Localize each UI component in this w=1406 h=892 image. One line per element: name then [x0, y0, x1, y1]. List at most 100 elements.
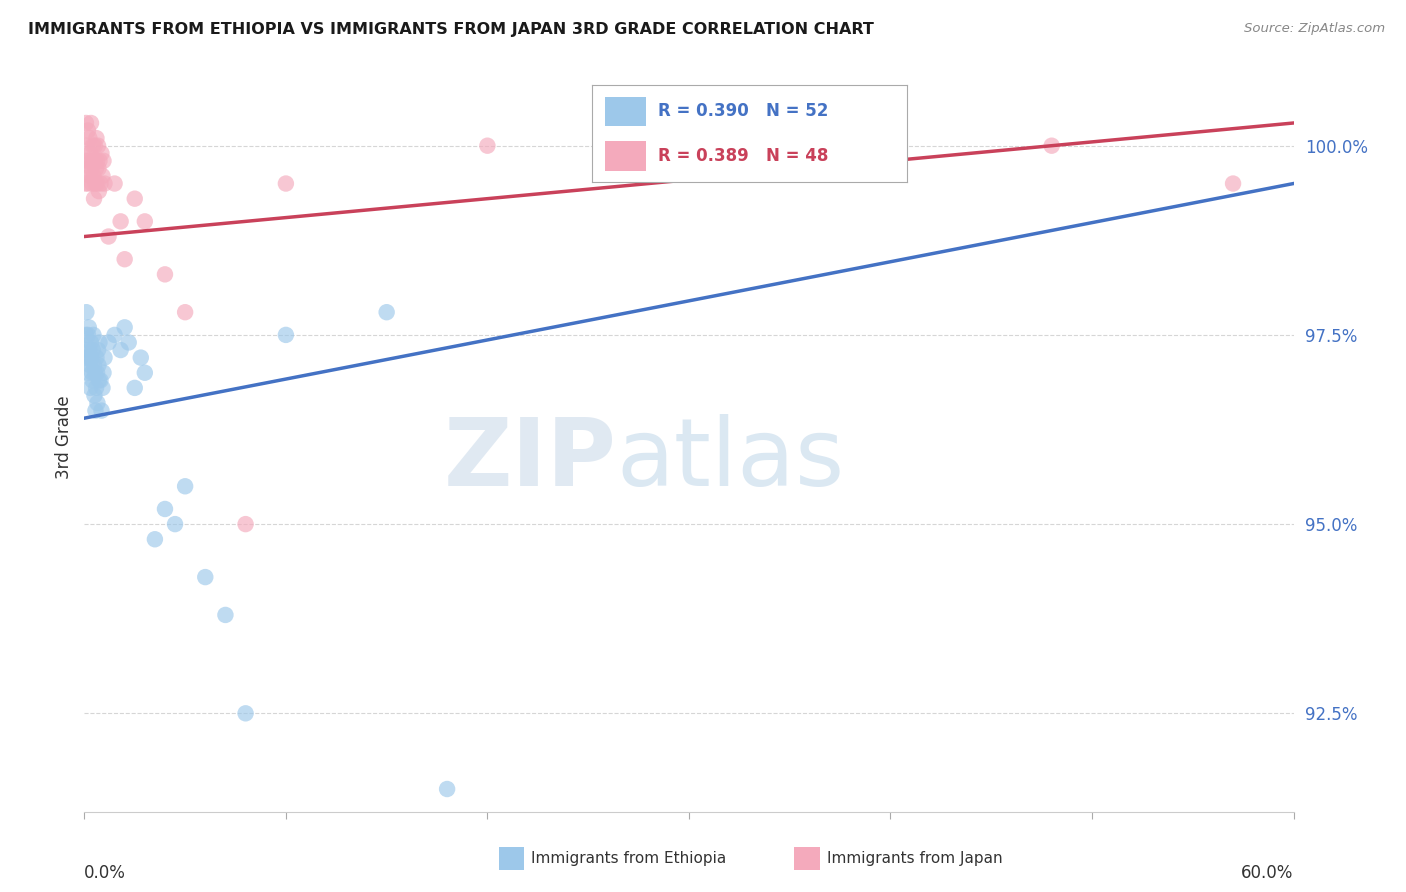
Point	[174, 479, 197, 493]
Point	[114, 252, 136, 267]
Point	[75, 116, 97, 130]
Point	[82, 169, 104, 183]
Point	[87, 184, 110, 198]
Point	[80, 351, 103, 365]
Point	[87, 138, 110, 153]
Point	[114, 320, 136, 334]
Point	[87, 358, 110, 372]
Point	[83, 366, 105, 380]
Point	[194, 570, 217, 584]
Point	[79, 343, 101, 357]
Point	[104, 327, 127, 342]
Point	[97, 335, 120, 350]
Point	[1222, 177, 1244, 191]
Point	[235, 517, 257, 532]
Point	[124, 192, 146, 206]
Point	[79, 358, 101, 372]
Text: atlas: atlas	[616, 414, 845, 506]
Point	[86, 153, 108, 168]
Point	[75, 327, 97, 342]
Point	[110, 214, 132, 228]
Point	[83, 153, 105, 168]
Point	[118, 335, 141, 350]
Point	[89, 335, 111, 350]
Point	[235, 706, 257, 721]
Point	[87, 373, 110, 387]
Point	[93, 351, 115, 365]
Point	[77, 123, 100, 137]
Point	[86, 177, 108, 191]
Point	[82, 138, 104, 153]
Point	[93, 366, 115, 380]
Point	[110, 343, 132, 357]
Point	[82, 327, 104, 342]
Point	[84, 403, 107, 417]
Point	[89, 177, 111, 191]
Point	[93, 153, 115, 168]
Point	[83, 138, 105, 153]
Point	[84, 177, 107, 191]
Point	[1040, 138, 1063, 153]
Text: ZIP: ZIP	[443, 414, 616, 506]
Point	[153, 268, 176, 282]
Point	[82, 343, 104, 357]
Text: Immigrants from Ethiopia: Immigrants from Ethiopia	[531, 851, 727, 866]
Point	[89, 153, 111, 168]
Point	[165, 517, 187, 532]
Point	[214, 607, 236, 622]
Point	[87, 343, 110, 357]
Point	[436, 782, 458, 797]
Point	[82, 373, 104, 387]
Point	[84, 161, 107, 176]
Point	[477, 138, 499, 153]
Point	[87, 161, 110, 176]
Point	[76, 153, 98, 168]
Point	[143, 533, 166, 547]
Point	[76, 366, 98, 380]
Point	[80, 177, 103, 191]
Point	[153, 502, 176, 516]
Point	[75, 138, 97, 153]
Point	[79, 381, 101, 395]
Point	[79, 131, 101, 145]
Point	[80, 161, 103, 176]
Text: Immigrants from Japan: Immigrants from Japan	[827, 851, 1002, 866]
Text: 0.0%: 0.0%	[84, 864, 127, 882]
Point	[89, 373, 111, 387]
Point	[77, 177, 100, 191]
Point	[375, 305, 398, 319]
Point	[91, 381, 114, 395]
Point	[75, 351, 97, 365]
Point	[174, 305, 197, 319]
Text: IMMIGRANTS FROM ETHIOPIA VS IMMIGRANTS FROM JAPAN 3RD GRADE CORRELATION CHART: IMMIGRANTS FROM ETHIOPIA VS IMMIGRANTS F…	[28, 22, 875, 37]
Point	[274, 177, 297, 191]
Point	[104, 177, 127, 191]
Point	[76, 161, 98, 176]
Point	[76, 343, 98, 357]
Point	[80, 366, 103, 380]
Point	[274, 327, 297, 342]
Point	[86, 131, 108, 145]
Point	[90, 403, 112, 417]
Point	[82, 153, 104, 168]
Point	[79, 169, 101, 183]
Point	[77, 351, 100, 365]
Point	[129, 351, 152, 365]
Point	[86, 351, 108, 365]
Point	[77, 320, 100, 334]
Point	[84, 381, 107, 395]
Point	[75, 177, 97, 191]
Point	[80, 335, 103, 350]
Point	[134, 366, 156, 380]
Text: Source: ZipAtlas.com: Source: ZipAtlas.com	[1244, 22, 1385, 36]
Y-axis label: 3rd Grade: 3rd Grade	[55, 395, 73, 479]
Point	[93, 177, 115, 191]
Point	[77, 327, 100, 342]
Point	[77, 153, 100, 168]
Point	[91, 169, 114, 183]
Point	[97, 229, 120, 244]
Point	[83, 388, 105, 402]
Point	[90, 146, 112, 161]
Point	[80, 116, 103, 130]
Point	[79, 146, 101, 161]
